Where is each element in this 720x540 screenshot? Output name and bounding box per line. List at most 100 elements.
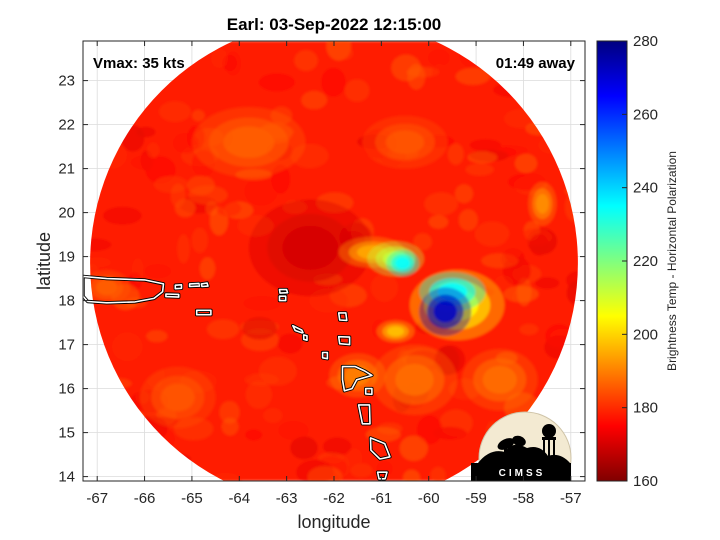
swath-texture	[458, 209, 478, 231]
swath-texture	[432, 426, 467, 440]
swath-texture	[534, 277, 560, 289]
colorbar-tick-label: 180	[633, 400, 658, 417]
swath-texture	[441, 240, 471, 258]
swath-texture	[428, 49, 450, 67]
swath-texture	[191, 227, 208, 254]
coastline	[302, 334, 308, 341]
swath-texture	[224, 367, 253, 382]
swath-texture	[90, 238, 112, 252]
swath-texture	[244, 177, 278, 206]
swath-texture	[416, 415, 443, 445]
swath-texture	[90, 263, 99, 277]
x-tick-label: -64	[228, 490, 250, 507]
x-tick-label: -63	[276, 490, 298, 507]
x-tick-label: -57	[560, 490, 582, 507]
convective-feature	[282, 226, 339, 270]
swath-texture	[338, 46, 354, 60]
cimss-logo: CIMSS	[471, 411, 572, 481]
y-tick-label: 23	[58, 73, 75, 90]
x-tick-label: -60	[418, 490, 440, 507]
swath-texture	[454, 184, 474, 204]
swath-texture	[177, 234, 190, 264]
swath-texture	[391, 54, 421, 82]
convective-feature	[535, 193, 549, 214]
x-tick-label: -58	[513, 490, 535, 507]
swath-texture	[514, 153, 538, 174]
swath-texture	[503, 234, 522, 264]
x-tick-label: -62	[323, 490, 345, 507]
y-tick-label: 19	[58, 249, 75, 266]
swath-texture	[258, 73, 296, 92]
swath-texture	[469, 139, 502, 152]
swath-texture	[290, 436, 318, 460]
y-tick-label: 20	[58, 205, 75, 222]
swath-texture	[264, 436, 284, 447]
swath-texture	[307, 465, 343, 481]
y-tick-label: 21	[58, 161, 75, 178]
swath-texture	[430, 466, 446, 481]
swath-texture	[278, 421, 309, 440]
swath-texture	[191, 109, 205, 122]
colorbar-tick-label: 200	[633, 326, 658, 343]
swath-texture	[277, 333, 303, 354]
coastline	[337, 312, 348, 322]
swath-texture	[402, 469, 421, 481]
colorbar-tick-label: 240	[633, 180, 658, 197]
swath-texture	[566, 279, 578, 307]
convective-feature	[223, 126, 275, 159]
swath-texture	[529, 233, 549, 256]
coastline	[83, 275, 165, 304]
coastline	[165, 293, 180, 298]
swath-texture	[245, 380, 272, 409]
colorbar-tick-label: 260	[633, 106, 658, 123]
swath-texture	[263, 408, 283, 423]
coastlines	[83, 274, 392, 481]
coastline	[341, 365, 373, 392]
swath-texture	[294, 49, 318, 71]
swath-texture	[370, 273, 398, 302]
y-tick-label: 17	[58, 337, 75, 354]
coastline	[200, 282, 209, 288]
swath-texture	[170, 183, 186, 208]
swath-texture	[146, 330, 168, 343]
y-tick-label: 16	[58, 381, 75, 398]
swath-texture	[424, 192, 458, 216]
swath-texture	[199, 257, 216, 280]
coastline	[376, 471, 388, 480]
y-axis-label: latitude	[34, 232, 54, 290]
y-tick-label: 18	[58, 293, 75, 310]
coastline	[174, 284, 183, 290]
swath-texture	[245, 429, 263, 441]
swath-texture	[146, 142, 160, 158]
cimss-logo-text: CIMSS	[499, 468, 546, 479]
swath-texture	[465, 163, 494, 176]
convective-feature	[433, 300, 458, 323]
x-tick-label: -61	[371, 490, 393, 507]
coastline	[321, 351, 329, 360]
swath-texture	[370, 185, 385, 196]
colorbar-ticks: 160 180 200 220 240 260 280	[622, 33, 658, 490]
convective-feature	[160, 383, 195, 412]
colorbar-tick-label: 280	[633, 33, 658, 50]
swath-texture	[519, 323, 539, 335]
swath-texture	[144, 264, 171, 279]
swath-texture	[399, 435, 428, 461]
swath-texture	[159, 101, 191, 122]
colorbar-tick-label: 160	[633, 473, 658, 490]
x-tick-label: -59	[465, 490, 487, 507]
x-tick-label: -67	[86, 490, 108, 507]
convective-feature	[482, 365, 517, 394]
swath-texture	[258, 356, 297, 386]
coastline	[188, 282, 201, 288]
convective-feature	[96, 279, 118, 296]
swath-texture	[428, 215, 449, 229]
swath-texture	[432, 63, 447, 84]
swath-texture	[103, 206, 142, 225]
coastline	[357, 404, 371, 425]
y-tick-label: 14	[58, 469, 75, 486]
swath-texture	[215, 200, 242, 217]
swath-texture	[243, 296, 281, 311]
convective-feature	[395, 363, 434, 396]
coastline	[278, 295, 287, 302]
